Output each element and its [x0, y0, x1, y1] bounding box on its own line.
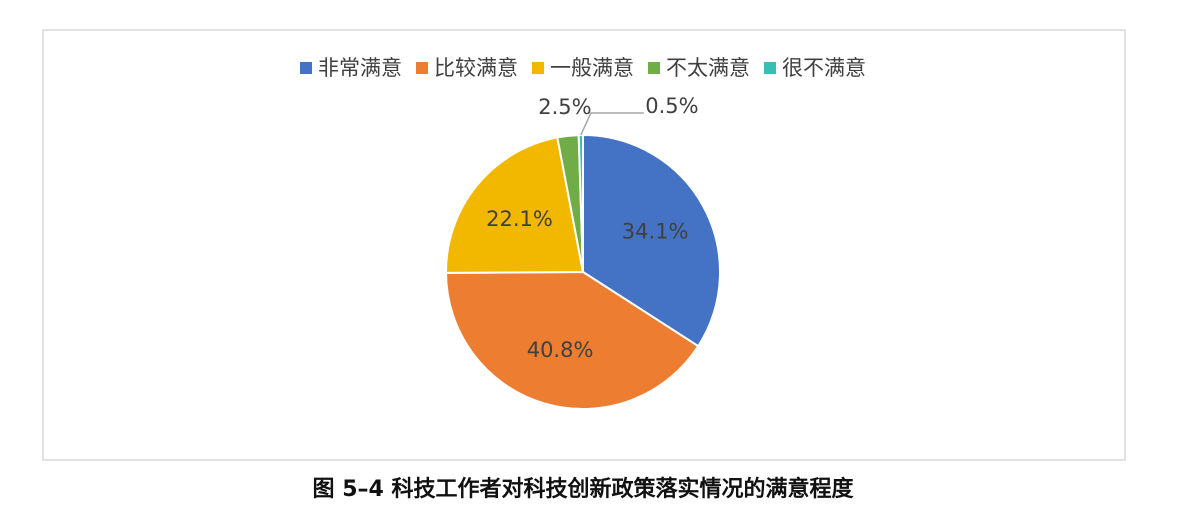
pie-slice: [445, 136, 585, 274]
legend-label: 很不满意: [782, 56, 866, 80]
legend-label: 非常满意: [318, 56, 402, 80]
legend-label: 比较满意: [434, 56, 518, 80]
legend-label: 不太满意: [666, 56, 750, 80]
legend-swatch: [300, 62, 312, 74]
legend-swatch: [416, 62, 428, 74]
data-label: 34.1%: [622, 220, 689, 244]
data-label: 2.5%: [538, 95, 591, 119]
legend-label: 一般满意: [550, 56, 634, 80]
data-label: 22.1%: [486, 207, 553, 231]
pie-slice: [444, 270, 700, 410]
data-label: 0.5%: [645, 94, 698, 118]
legend-swatch: [764, 62, 776, 74]
data-label: 40.8%: [527, 338, 594, 362]
legend-swatch: [648, 62, 660, 74]
legend-swatch: [532, 62, 544, 74]
pie-slice: [577, 133, 584, 273]
leader-line: [580, 112, 644, 136]
chart-caption: 图 5–4 科技工作者对科技创新政策落实情况的满意程度: [313, 476, 855, 502]
